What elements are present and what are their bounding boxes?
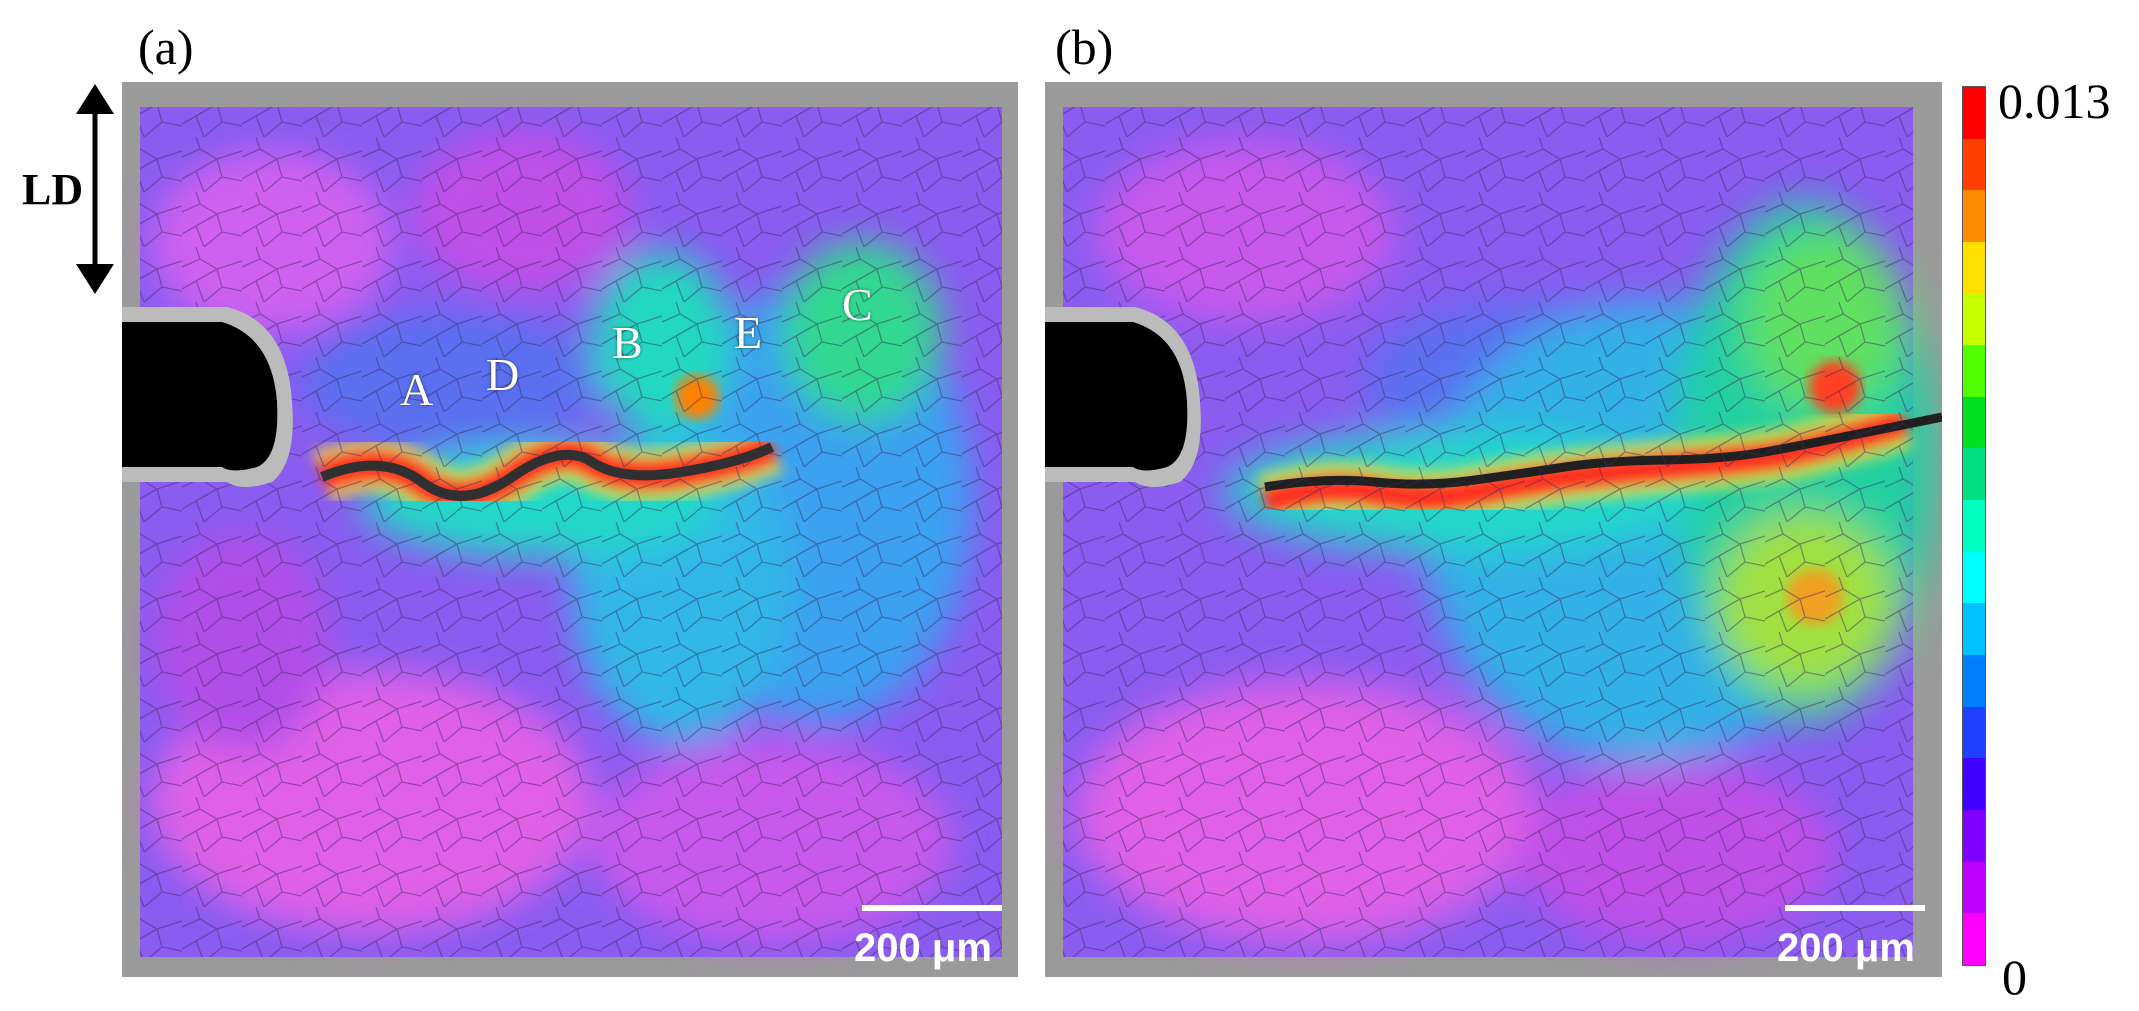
- colorbar-segment: [1963, 138, 1985, 191]
- colorbar-segment: [1963, 345, 1985, 397]
- region-label-a: A: [400, 364, 434, 415]
- panel-b-label: (b): [1055, 19, 1114, 75]
- colorbar-segment: [1963, 861, 1985, 914]
- strain-map-panel-b: 200 μm: [1045, 82, 1942, 977]
- colorbar-segment: [1963, 190, 1985, 242]
- colorbar-segment: [1963, 293, 1985, 346]
- region-label-b: B: [612, 317, 643, 368]
- colorbar-segment: [1963, 706, 1985, 759]
- colorbar-segment: [1963, 87, 1985, 139]
- panel-a-label: (a): [138, 19, 194, 75]
- colorbar-segment: [1963, 603, 1985, 656]
- colorbar-segment: [1963, 448, 1985, 501]
- strain-map-panel-a: A D B E C 200 μm: [122, 82, 1018, 977]
- ld-arrow-icon: [76, 84, 114, 294]
- scale-bar-b: [1785, 905, 1925, 911]
- colorbar-segment: [1963, 758, 1985, 810]
- strain-colorbar: [1962, 86, 1986, 966]
- colorbar-max-label: 0.013: [1998, 73, 2111, 129]
- colorbar-segment: [1963, 551, 1985, 604]
- colorbar-segment: [1963, 655, 1985, 707]
- region-label-c: C: [842, 279, 873, 330]
- region-label-d: D: [486, 349, 520, 400]
- region-label-e: E: [734, 307, 763, 358]
- colorbar-segment: [1963, 809, 1985, 862]
- scale-bar-b-label: 200 μm: [1777, 926, 1915, 970]
- scale-bar-a: [862, 905, 1002, 911]
- colorbar-min-label: 0: [2002, 949, 2027, 1005]
- colorbar-segment: [1963, 396, 1985, 449]
- scale-bar-a-label: 200 μm: [854, 926, 992, 970]
- colorbar-segment: [1963, 913, 1985, 965]
- ld-label: LD: [22, 165, 84, 214]
- colorbar-segment: [1963, 241, 1985, 294]
- colorbar-segment: [1963, 500, 1985, 552]
